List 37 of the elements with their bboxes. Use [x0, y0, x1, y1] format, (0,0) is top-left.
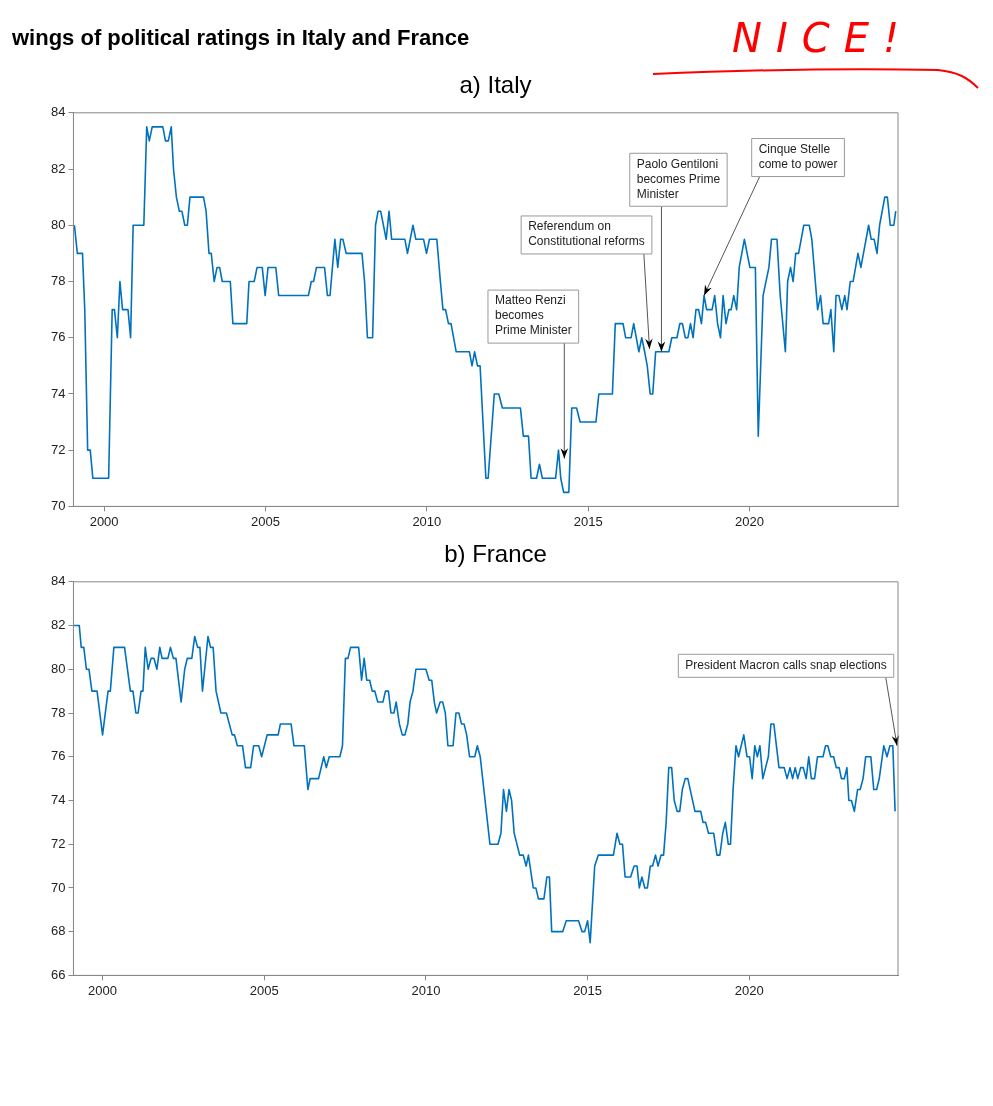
x-tick-label: 2015: [573, 982, 603, 998]
y-tick-label: 80: [50, 216, 66, 232]
x-tick-label: 2015: [573, 513, 603, 529]
annotation: Cinque Stelle come to power: [758, 141, 838, 171]
y-tick-label: 68: [50, 923, 66, 939]
y-tick-label: 76: [50, 748, 66, 764]
x-tick-label: 2010: [411, 982, 441, 998]
y-tick-label: 78: [50, 704, 66, 720]
x-tick-label: 2000: [89, 513, 119, 529]
x-tick-label: 2005: [249, 982, 279, 998]
y-tick-label: 82: [50, 617, 66, 633]
y-tick-label: 72: [50, 835, 66, 851]
annotation: Referendum on Constitutional reforms: [528, 219, 645, 249]
chart-subtitle: a) Italy: [458, 70, 533, 100]
y-tick-label: 82: [50, 160, 66, 176]
x-tick-label: 2010: [412, 513, 442, 529]
text: NICE!: [732, 15, 913, 61]
y-tick-label: 74: [50, 792, 66, 808]
annotation: President Macron calls snap elections: [685, 657, 887, 672]
y-tick-label: 84: [50, 104, 66, 120]
y-tick-label: 66: [50, 966, 66, 982]
y-tick-label: 78: [50, 273, 66, 289]
x-tick-label: 2020: [735, 513, 765, 529]
y-tick-label: 80: [50, 660, 66, 676]
chart-title: b) France: [443, 539, 548, 569]
chart-title: wings of political ratings in Italy and France: [11, 25, 470, 51]
y-tick-label: 70: [50, 879, 66, 895]
x-tick-label: 2000: [88, 982, 118, 998]
x-tick-label: 2020: [734, 982, 764, 998]
y-tick-label: 84: [50, 573, 66, 589]
y-tick-label: 72: [50, 441, 66, 457]
annotation: Paolo Gentiloni becomes Prime Minister: [636, 156, 721, 201]
y-tick-label: 76: [50, 329, 66, 345]
x-tick-label: 2005: [251, 513, 280, 529]
annotation: Matteo Renzi becomes Prime Minister: [494, 293, 572, 338]
y-tick-label: 70: [50, 497, 66, 513]
y-tick-label: 74: [50, 385, 66, 401]
